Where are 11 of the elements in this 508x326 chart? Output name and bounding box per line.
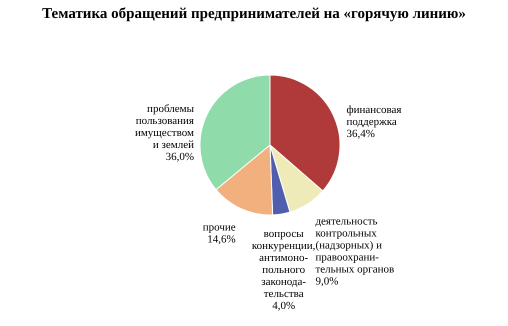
data-label: 14,6% bbox=[207, 234, 236, 246]
data-label: 36,0% bbox=[166, 151, 194, 164]
data-label: 36,4% bbox=[346, 128, 375, 140]
chart-title: Тематика обращений предпринимателей на «горячую линию» bbox=[42, 6, 466, 22]
slice-label: деятельность контрольных (надзорных) и правоохрани- тельных органов bbox=[315, 216, 394, 276]
slice-label: проблемы пользования имуществом и землей bbox=[134, 103, 195, 152]
data-label: 4,0% bbox=[272, 300, 296, 312]
slice-label: прочие bbox=[202, 222, 236, 234]
slice-label: вопросы конкуренции, антимоно- польного законода- тельства bbox=[252, 228, 316, 300]
slice-label: финансовая поддержка bbox=[346, 104, 402, 128]
data-label: 9,0% bbox=[315, 276, 338, 288]
